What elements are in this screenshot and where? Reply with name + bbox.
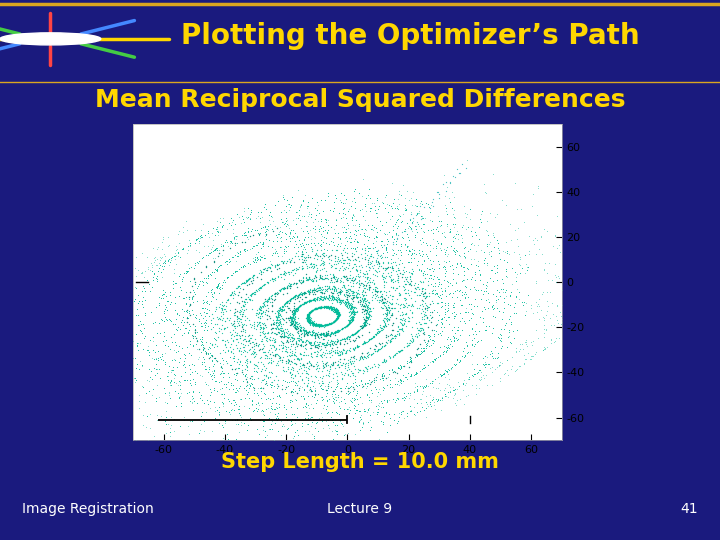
Text: Image Registration: Image Registration [22, 502, 153, 516]
Text: Lecture 9: Lecture 9 [328, 502, 392, 516]
Circle shape [0, 33, 101, 45]
Text: Plotting the Optimizer’s Path: Plotting the Optimizer’s Path [181, 22, 639, 50]
Text: 41: 41 [681, 502, 698, 516]
Text: Step Length = 10.0 mm: Step Length = 10.0 mm [221, 451, 499, 472]
Text: Mean Reciprocal Squared Differences: Mean Reciprocal Squared Differences [95, 88, 625, 112]
